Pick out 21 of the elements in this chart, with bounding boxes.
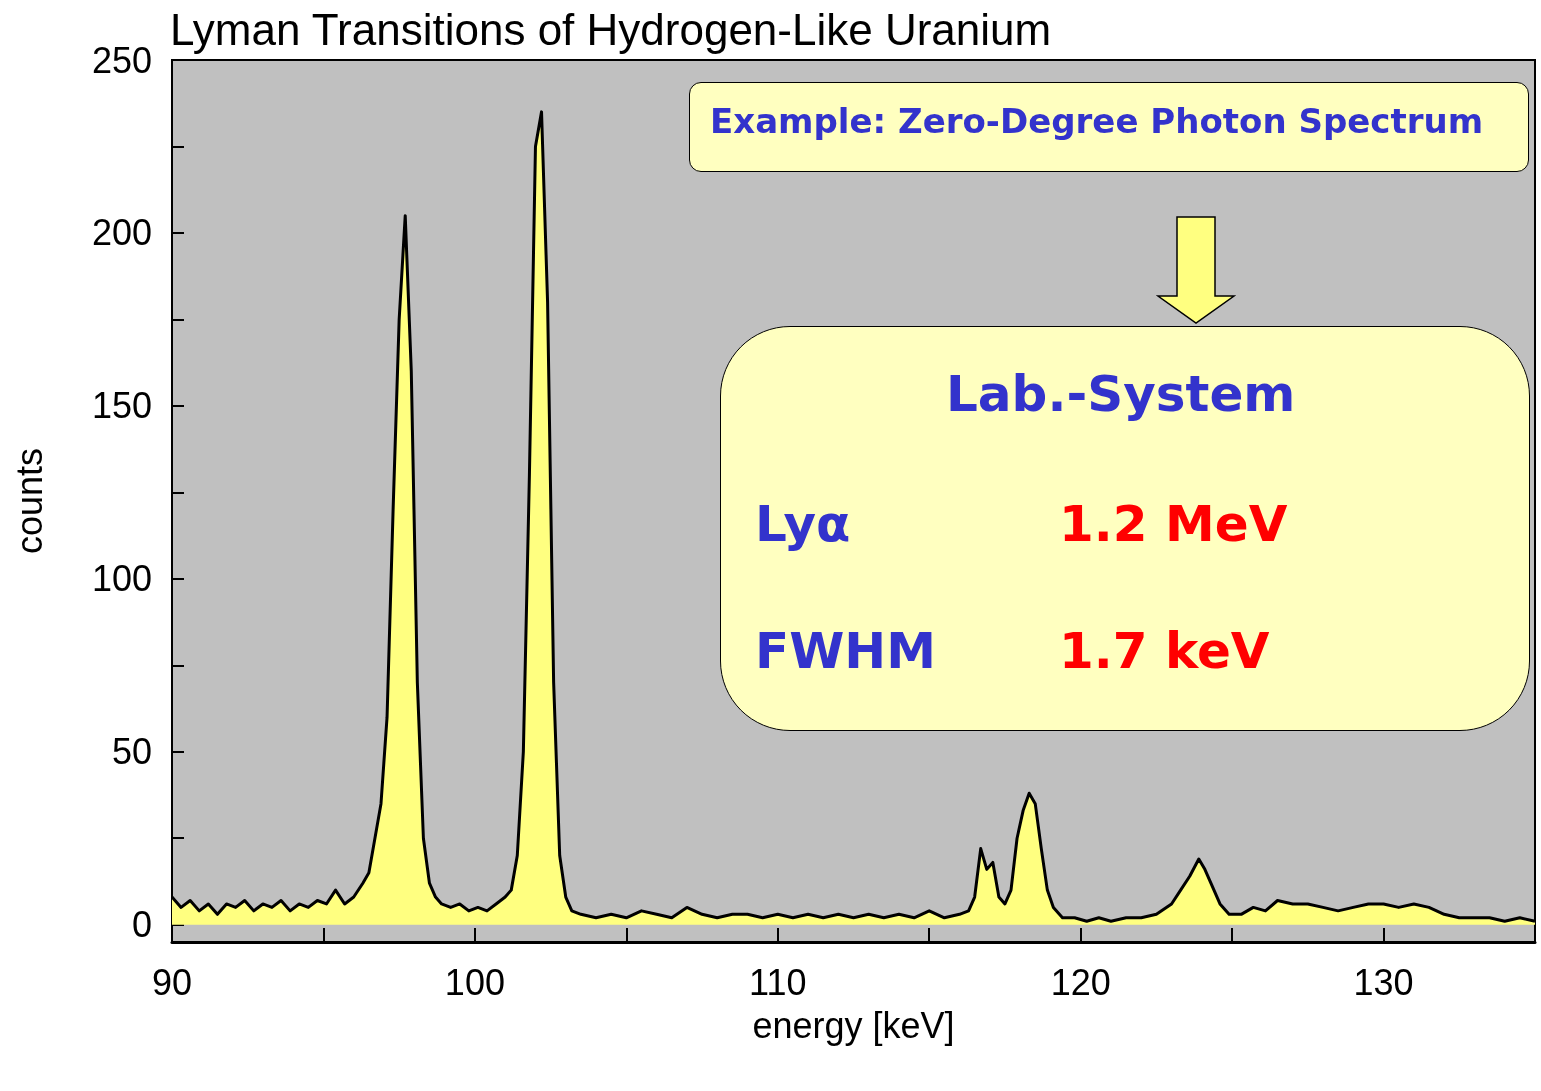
annotation: FWHM	[755, 622, 936, 680]
x-tick-label: 110	[749, 961, 807, 1003]
y-tick-label: 0	[131, 904, 152, 946]
chart-title: Lyman Transitions of Hydrogen-Like Uranium	[170, 4, 1052, 54]
y-tick-label: 250	[91, 39, 152, 81]
x-tick-label: 130	[1353, 961, 1414, 1003]
x-axis-title: energy [keV]	[752, 1004, 955, 1046]
callout-box: Example: Zero-Degree Photon Spectrum	[689, 82, 1529, 172]
y-tick-label: 50	[111, 731, 152, 773]
annotation: Lab.-System	[946, 365, 1296, 423]
annotation: Lyα	[755, 495, 851, 553]
x-tick-label: 120	[1050, 961, 1111, 1003]
annotation: 1.7 keV	[1059, 622, 1270, 680]
annotation: Example: Zero-Degree Photon Spectrum	[710, 101, 1484, 141]
y-axis-title: counts	[8, 447, 50, 555]
y-tick-label: 100	[91, 558, 152, 600]
x-tick-label: 90	[151, 961, 193, 1003]
y-tick-label: 200	[91, 212, 152, 254]
y-tick-label: 150	[91, 385, 152, 427]
annotation: 1.2 MeV	[1059, 495, 1288, 553]
x-tick-label: 100	[444, 961, 505, 1003]
